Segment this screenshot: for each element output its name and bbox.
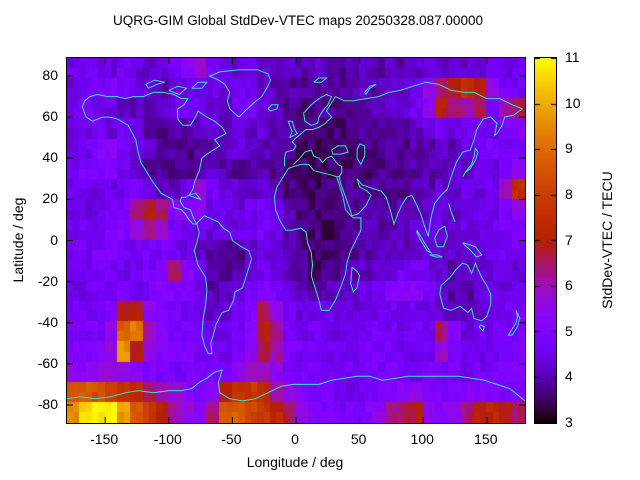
coastline-path (331, 145, 349, 155)
chart-title: UQRG-GIM Global StdDev-VTEC maps 2025032… (113, 13, 483, 28)
coastline-path (448, 203, 456, 223)
y-tick-label: 80 (42, 66, 58, 83)
x-tick-label: 0 (291, 431, 299, 447)
coastline-path (303, 93, 333, 126)
vtec-heatmap-canvas (67, 58, 525, 423)
x-tick-label: -50 (221, 431, 242, 447)
coastline-path (434, 225, 448, 248)
colorbar-tick-label: 7 (565, 231, 573, 248)
coastline-path (439, 261, 492, 322)
colorbar-tick-label: 11 (565, 49, 580, 65)
coastline-path (273, 163, 362, 311)
coastline-path (293, 149, 343, 178)
coastline-path (336, 176, 372, 217)
coastline-path (284, 81, 523, 167)
y-tick-label: 60 (42, 108, 58, 125)
colorbar-tick-label: 5 (565, 322, 573, 339)
coastline-path (462, 147, 479, 178)
y-tick-label: 0 (50, 231, 58, 248)
colorbar-tick-label: 10 (565, 94, 581, 111)
colorbar-tick-label: 9 (565, 140, 573, 157)
x-axis-label: Longitude / deg (246, 454, 344, 470)
y-tick-label: -80 (37, 396, 58, 412)
coastline-path (411, 108, 523, 237)
coastline-path (478, 324, 485, 332)
coastline-path (356, 178, 412, 226)
colorbar-tick-label: 4 (565, 368, 573, 385)
coastline-path (416, 229, 433, 255)
colorbar-label: StdDev-VTEC / TECU (599, 171, 615, 309)
coastline-path (267, 104, 279, 112)
coastline-path (81, 91, 227, 225)
coastline-path (429, 254, 443, 258)
y-tick-label: -60 (37, 354, 58, 371)
x-tick-label: -150 (90, 431, 119, 447)
coastline-path (462, 242, 483, 258)
y-tick-label: -40 (37, 313, 58, 330)
coastline-path (313, 77, 328, 83)
coastline-path (208, 69, 272, 118)
coastline-path (364, 83, 377, 95)
y-axis-label: Latitude / deg (10, 197, 26, 283)
coastline-path (356, 143, 366, 166)
coastline-overlay (67, 58, 525, 423)
x-tick-label: 50 (350, 431, 367, 447)
coastline-path (350, 266, 361, 293)
colorbar (534, 57, 557, 424)
colorbar-gradient-canvas (535, 58, 556, 423)
y-tick-label: -20 (37, 272, 58, 289)
colorbar-tick-label: 8 (565, 185, 573, 202)
x-tick-label: 150 (474, 431, 498, 447)
colorbar-tick-label: 6 (565, 277, 573, 294)
coastline-path (188, 192, 203, 201)
coastline-path (287, 120, 299, 139)
x-tick-label: 100 (410, 431, 434, 447)
coastline-path (507, 310, 521, 336)
coastline-path (193, 215, 253, 355)
map-plot-area (66, 57, 526, 424)
coastline-path (145, 79, 166, 89)
coastline-path (168, 85, 188, 96)
coastline-path (67, 369, 525, 402)
colorbar-tick-label: 3 (565, 414, 573, 430)
x-tick-label: -100 (153, 431, 182, 447)
coastline-path (191, 81, 208, 89)
y-tick-label: 40 (42, 149, 58, 166)
y-tick-label: 20 (42, 190, 58, 207)
